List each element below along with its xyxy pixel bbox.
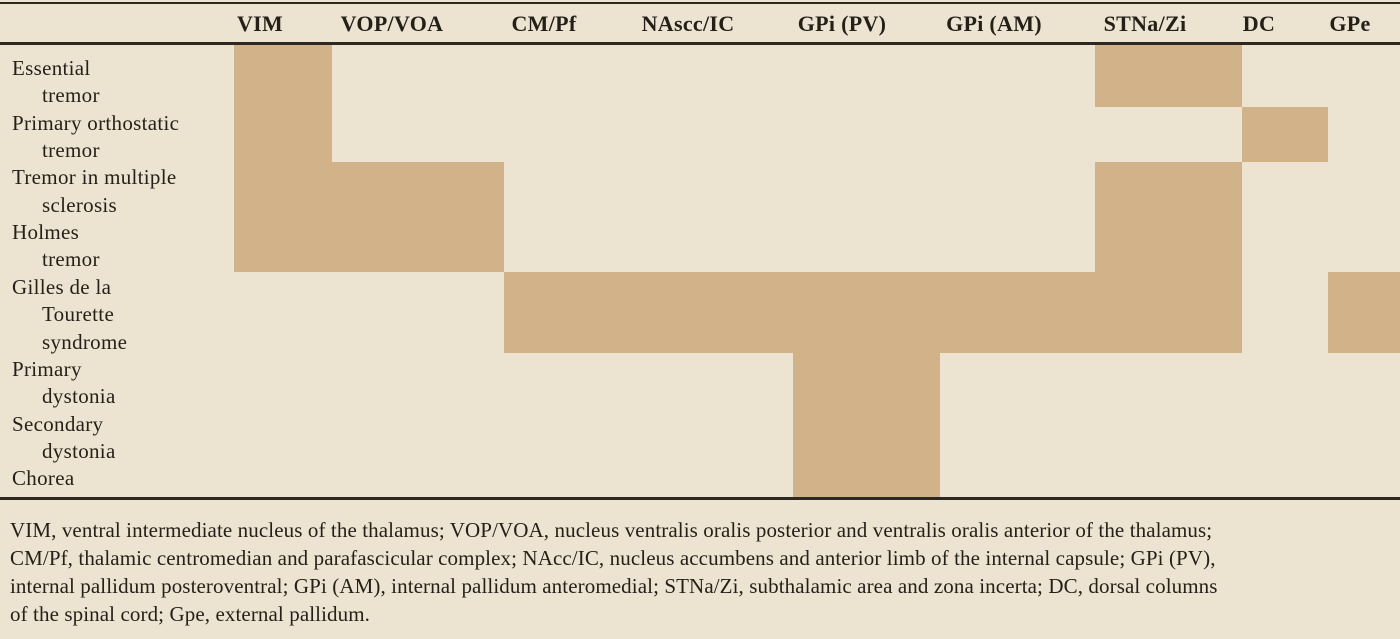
cell-primary-dystonia-gpi-pv [793, 353, 940, 408]
column-header-dc: DC [1242, 11, 1276, 36]
cell-primary-orthostatic-tremor-dc [1242, 107, 1328, 162]
cell-essential-tremor-stna-zi [1095, 45, 1242, 107]
cell-tourette-cm-pf [504, 272, 631, 353]
column-header-vop-voa: VOP/VOA [340, 11, 444, 36]
cell-tremor-multiple-sclerosis-vop-voa [332, 162, 504, 217]
cell-chorea-gpi-pv [793, 463, 940, 497]
cell-tourette-stna-zi [1095, 272, 1242, 353]
row-label-tremor-multiple-sclerosis-line1: Tremor in multiple [12, 165, 177, 189]
row-label-primary-dystonia-line2: dystonia [42, 384, 116, 408]
cell-tourette-gpi-am [940, 272, 1095, 353]
cell-primary-orthostatic-tremor-vim [234, 107, 332, 162]
cell-secondary-dystonia-gpi-pv [793, 408, 940, 463]
footnote-line-2: CM/Pf, thalamic centromedian and parafas… [10, 546, 1216, 570]
footnote-line-1: VIM, ventral intermediate nucleus of the… [10, 518, 1213, 542]
bottom-rule [0, 497, 1400, 500]
cell-tremor-multiple-sclerosis-vim [234, 162, 332, 217]
row-label-tourette-line1: Gilles de la [12, 275, 112, 299]
cell-holmes-tremor-stna-zi [1095, 217, 1242, 272]
column-header-vim: VIM [236, 11, 284, 36]
row-label-primary-orthostatic-tremor-line1: Primary orthostatic [12, 111, 180, 135]
row-label-tourette-line3: syndrome [42, 330, 128, 354]
cell-tourette-gpe [1328, 272, 1400, 353]
footnote-line-4: of the spinal cord; Gpe, external pallid… [10, 602, 371, 626]
column-header-gpi-pv: GPi (PV) [797, 11, 887, 36]
cell-holmes-tremor-vim [234, 217, 332, 272]
row-label-essential-tremor-line1: Essential [12, 56, 91, 80]
row-label-holmes-tremor-line2: tremor [42, 247, 100, 271]
column-header-gpi-am: GPi (AM) [946, 11, 1042, 36]
cell-tourette-gpi-pv [793, 272, 940, 353]
row-label-chorea-line1: Chorea [12, 466, 75, 490]
row-label-essential-tremor-line2: tremor [42, 83, 100, 107]
top-rule [0, 2, 1400, 4]
cell-tourette-nascc-ic [631, 272, 793, 353]
column-header-gpe: GPe [1329, 11, 1371, 36]
column-header-nascc-ic: NAscc/IC [641, 11, 735, 36]
column-header-cm-pf: CM/Pf [511, 11, 577, 36]
row-label-secondary-dystonia-line1: Secondary [12, 412, 104, 436]
row-label-secondary-dystonia-line2: dystonia [42, 439, 116, 463]
cell-tremor-multiple-sclerosis-stna-zi [1095, 162, 1242, 217]
cell-essential-tremor-vim [234, 45, 332, 107]
row-label-primary-dystonia-line1: Primary [12, 357, 82, 381]
cell-holmes-tremor-vop-voa [332, 217, 504, 272]
footnote-line-3: internal pallidum posteroventral; GPi (A… [10, 574, 1218, 598]
column-header-stna-zi: STNa/Zi [1103, 11, 1187, 36]
row-label-holmes-tremor-line1: Holmes [12, 220, 80, 244]
header-rule [0, 42, 1400, 45]
row-label-primary-orthostatic-tremor-line2: tremor [42, 138, 100, 162]
row-label-tourette-line2: Tourette [42, 302, 115, 326]
row-label-tremor-multiple-sclerosis-line2: sclerosis [42, 193, 118, 217]
